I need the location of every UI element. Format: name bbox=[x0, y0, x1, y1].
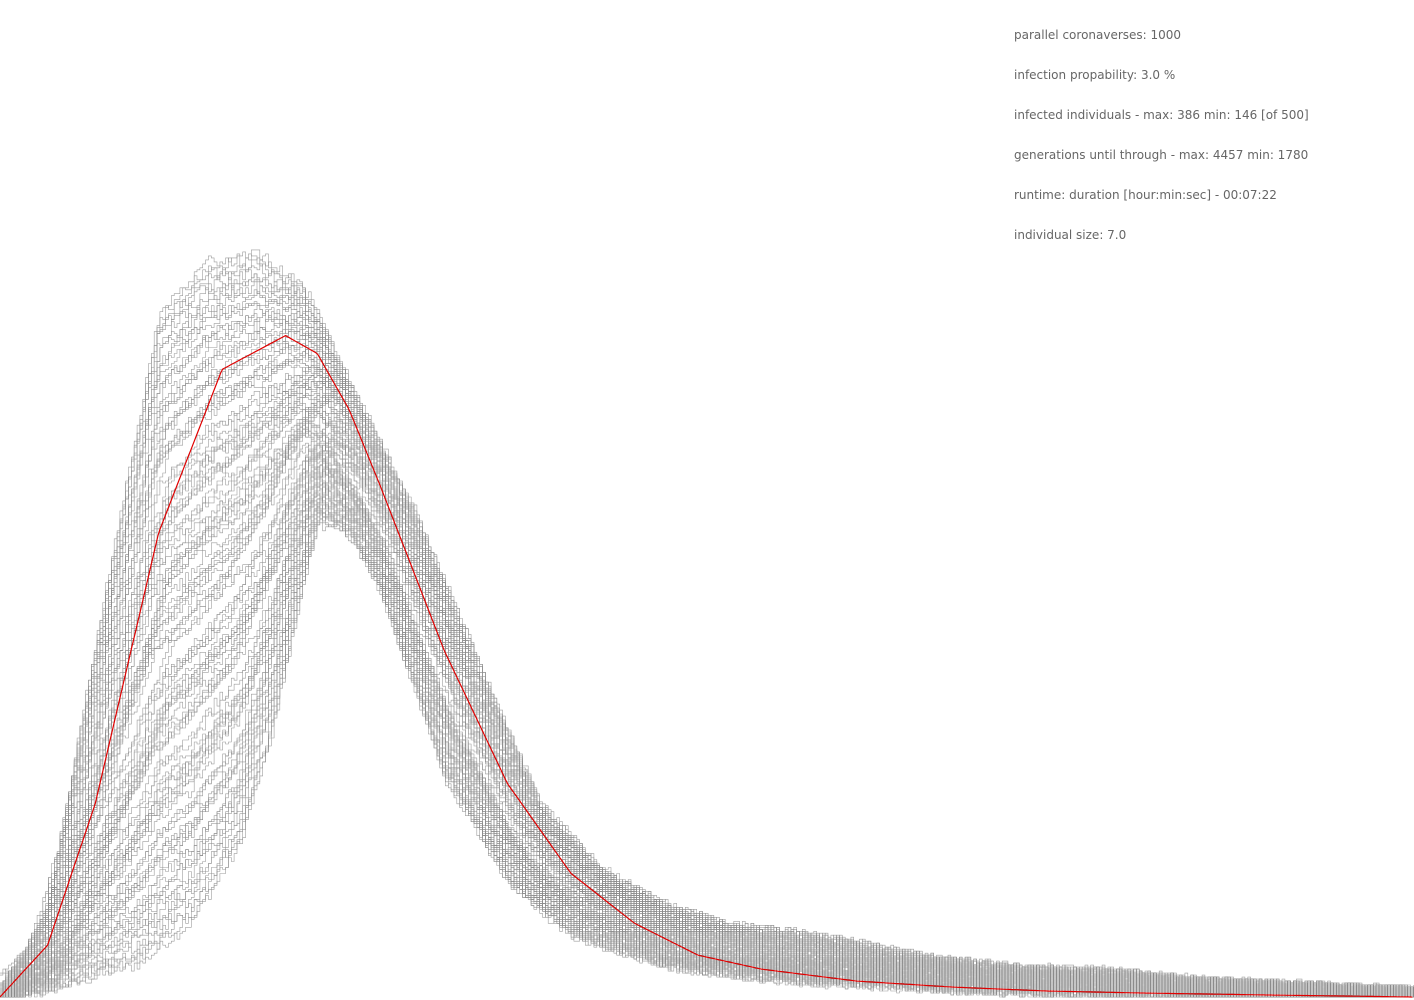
simulation-run-line bbox=[0, 502, 1414, 998]
simulation-run-line bbox=[0, 484, 1414, 998]
simulation-run-line bbox=[0, 420, 1414, 998]
simulation-run-line bbox=[0, 389, 1414, 998]
simulation-run-line bbox=[0, 426, 1414, 998]
runtime-text: runtime: duration [hour:min:sec] - 00:07… bbox=[1014, 188, 1277, 202]
simulation-run-line bbox=[0, 422, 1414, 998]
simulation-run-line bbox=[0, 413, 1414, 998]
simulation-run-line bbox=[0, 460, 1414, 998]
simulation-run-line bbox=[0, 444, 1414, 998]
simulation-run-line bbox=[0, 472, 1414, 998]
parallel-universes-text: parallel coronaverses: 1000 bbox=[1014, 28, 1182, 42]
simulation-run-line bbox=[0, 448, 1414, 998]
simulation-run-line bbox=[0, 522, 1414, 998]
simulation-run-line bbox=[0, 339, 1414, 998]
simulation-run-line bbox=[0, 329, 1414, 998]
simulation-run-line bbox=[0, 500, 1414, 998]
mean-infection-curve bbox=[0, 334, 1413, 998]
simulation-run-line bbox=[0, 303, 1414, 998]
simulation-runs bbox=[0, 249, 1414, 998]
statistics-panel: parallel coronaverses: 1000 infection pr… bbox=[1014, 28, 1404, 268]
simulation-run-line bbox=[0, 249, 1414, 997]
simulation-run-line bbox=[0, 456, 1414, 998]
infected-individuals-text: infected individuals - max: 386 min: 146… bbox=[1014, 108, 1309, 122]
simulation-run-line bbox=[0, 432, 1414, 998]
simulation-run-line bbox=[0, 273, 1414, 996]
generations-text: generations until through - max: 4457 mi… bbox=[1014, 148, 1309, 162]
simulation-run-line bbox=[0, 516, 1414, 998]
simulation-run-line bbox=[0, 349, 1414, 998]
simulation-run-line bbox=[0, 428, 1414, 998]
simulation-run-line bbox=[0, 333, 1414, 998]
simulation-run-line bbox=[0, 496, 1414, 998]
simulation-run-line bbox=[0, 510, 1414, 998]
simulation-run-line bbox=[0, 395, 1414, 998]
simulation-run-line bbox=[0, 371, 1414, 998]
simulation-run-line bbox=[0, 253, 1414, 998]
simulation-run-line bbox=[0, 456, 1414, 998]
simulation-run-line bbox=[0, 482, 1414, 998]
simulation-run-line bbox=[0, 407, 1414, 998]
simulation-run-line bbox=[0, 512, 1414, 998]
simulation-run-line bbox=[0, 331, 1414, 998]
simulation-run-line bbox=[0, 317, 1414, 997]
simulation-run-line bbox=[0, 512, 1414, 998]
simulation-run-line bbox=[0, 426, 1414, 998]
simulation-run-line bbox=[0, 448, 1414, 998]
simulation-run-line bbox=[0, 377, 1414, 998]
simulation-run-line bbox=[0, 417, 1414, 998]
simulation-run-line bbox=[0, 381, 1414, 998]
simulation-run-line bbox=[0, 454, 1414, 998]
simulation-run-line bbox=[0, 381, 1414, 998]
simulation-run-line bbox=[0, 401, 1414, 998]
simulation-run-line bbox=[0, 395, 1414, 998]
simulation-run-line bbox=[0, 401, 1414, 998]
simulation-run-line bbox=[0, 365, 1414, 998]
simulation-run-line bbox=[0, 496, 1414, 998]
simulation-run-line bbox=[0, 484, 1414, 998]
simulation-run-line bbox=[0, 313, 1414, 998]
simulation-run-line bbox=[0, 442, 1414, 998]
simulation-run-line bbox=[0, 512, 1414, 998]
simulation-run-line bbox=[0, 409, 1414, 998]
simulation-run-line bbox=[0, 448, 1414, 998]
simulation-run-line bbox=[0, 301, 1414, 998]
simulation-run-line bbox=[0, 494, 1414, 998]
simulation-run-line bbox=[0, 257, 1414, 998]
simulation-run-line bbox=[0, 460, 1414, 998]
simulation-run-line bbox=[0, 419, 1414, 998]
simulation-run-line bbox=[0, 411, 1414, 998]
simulation-run-line bbox=[0, 365, 1414, 998]
simulation-run-line bbox=[0, 269, 1414, 996]
simulation-run-line bbox=[0, 345, 1414, 998]
infection-probability-text: infection propability: 3.0 % bbox=[1014, 68, 1176, 82]
individual-size-text: individual size: 7.0 bbox=[1014, 228, 1127, 242]
simulation-run-line bbox=[0, 351, 1414, 998]
simulation-run-line bbox=[0, 411, 1414, 998]
simulation-run-line bbox=[0, 403, 1414, 998]
simulation-run-line bbox=[0, 367, 1414, 998]
simulation-run-line bbox=[0, 422, 1414, 998]
simulation-run-line bbox=[0, 393, 1414, 998]
simulation-run-line bbox=[0, 341, 1414, 998]
simulation-run-line bbox=[0, 486, 1414, 998]
